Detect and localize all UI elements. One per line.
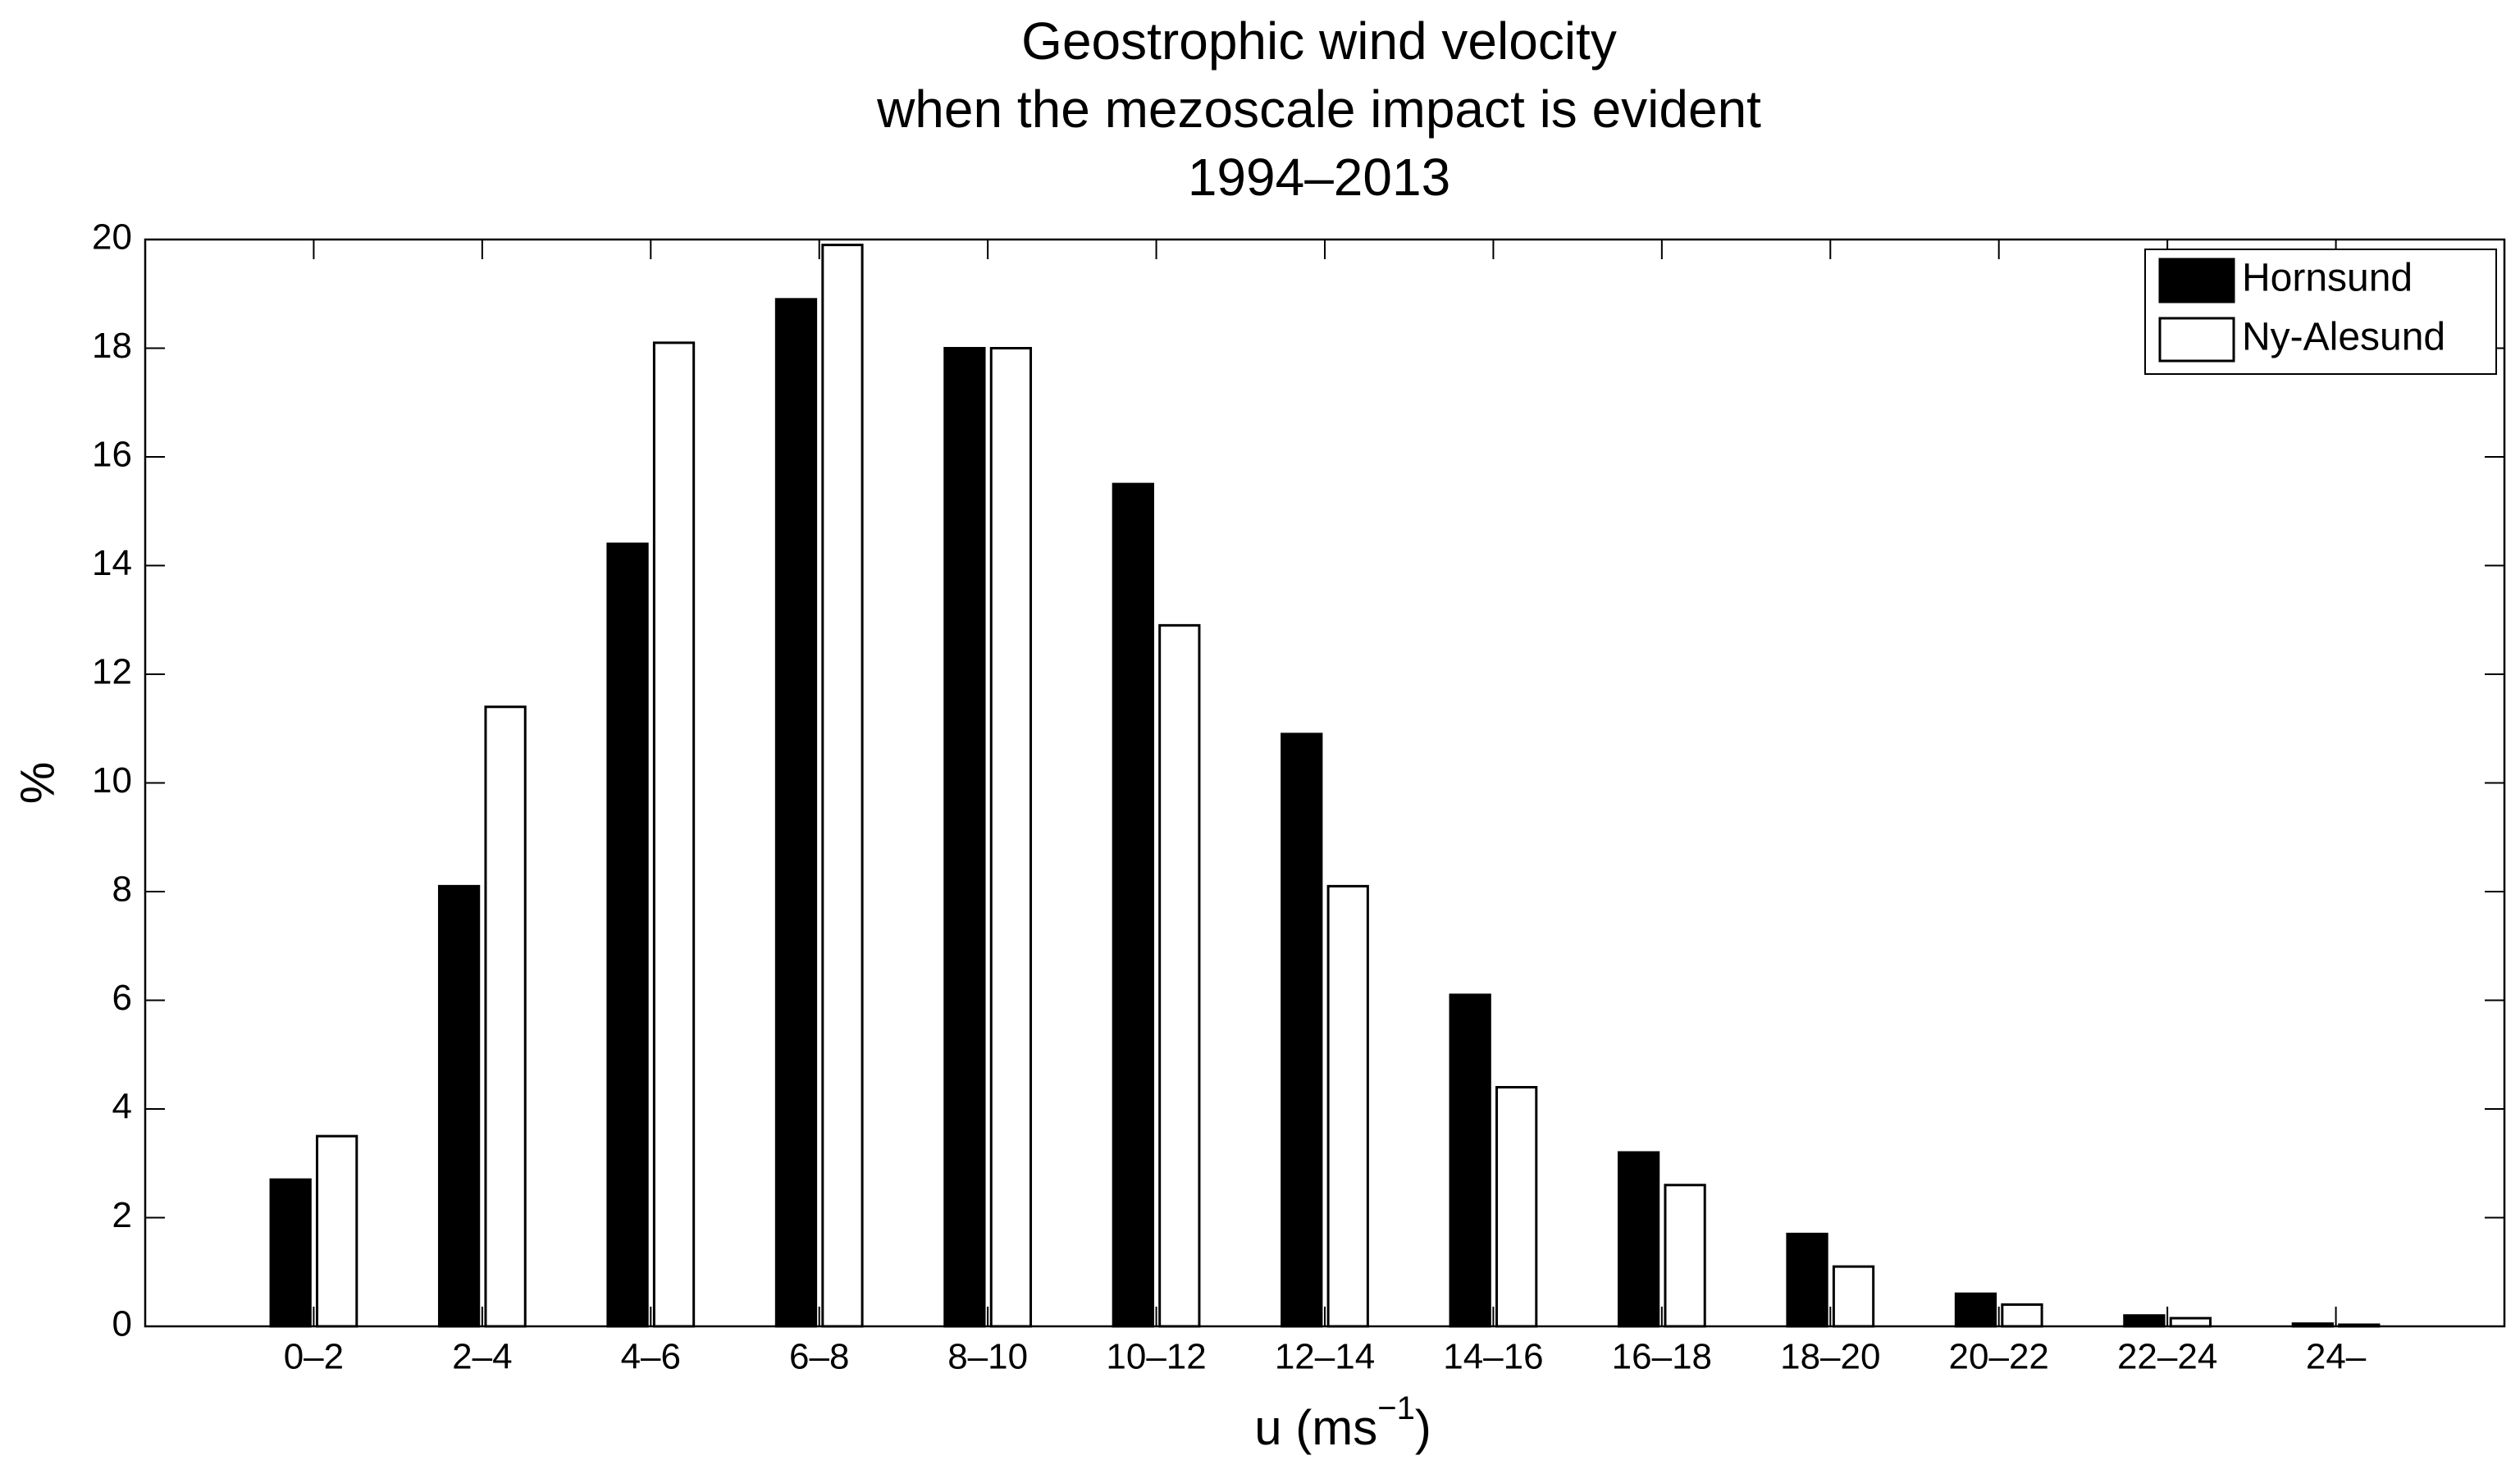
bar	[1786, 1232, 1828, 1328]
bar	[2169, 1316, 2212, 1328]
legend-label: Hornsund	[2242, 257, 2413, 300]
bar	[1112, 482, 1154, 1328]
bar	[606, 542, 649, 1328]
chart-title: Geostrophic wind velocity	[1021, 11, 1617, 71]
x-tick-label: 8–10	[947, 1337, 1028, 1377]
y-tick-label: 8	[112, 869, 132, 910]
x-tick-label: 4–6	[621, 1337, 681, 1377]
x-tick-label: 20–22	[1949, 1337, 2049, 1377]
legend-swatch	[2158, 258, 2235, 303]
bar	[316, 1134, 358, 1328]
x-axis-label-part: )	[1415, 1400, 1431, 1455]
bar	[989, 347, 1033, 1328]
x-tick-label: 0–2	[284, 1337, 344, 1377]
y-tick-label: 0	[112, 1304, 132, 1344]
y-axis-label: %	[11, 762, 64, 805]
y-tick-label: 14	[92, 543, 132, 583]
y-tick-label: 18	[92, 326, 132, 366]
chart-title: when the mezoscale impact is evident	[876, 80, 1761, 139]
bar	[1954, 1292, 1997, 1328]
bar	[2123, 1314, 2166, 1328]
bar	[943, 347, 986, 1328]
bar	[1495, 1086, 1538, 1328]
x-axis-label: u (ms−1)	[1254, 1390, 1431, 1455]
plot-frame	[144, 238, 2506, 1328]
y-tick-label: 12	[92, 652, 132, 692]
chart-title: 1994–2013	[1188, 148, 1450, 207]
y-tick-label: 16	[92, 435, 132, 475]
bar	[1664, 1184, 1706, 1328]
bar	[2001, 1303, 2043, 1328]
bar	[1281, 732, 1323, 1328]
x-tick-label: 12–14	[1275, 1337, 1375, 1377]
bar	[774, 298, 818, 1328]
x-tick-label: 16–18	[1612, 1337, 1712, 1377]
bar	[1617, 1151, 1660, 1328]
x-tick-label: 18–20	[1780, 1337, 1880, 1377]
legend-swatch	[2158, 317, 2235, 363]
bar	[437, 884, 481, 1328]
x-tick-label: 2–4	[452, 1337, 512, 1377]
legend-label: Ny-Alesund	[2242, 316, 2445, 359]
x-tick-label: 24–	[2306, 1337, 2367, 1377]
bar	[821, 244, 864, 1328]
bar	[1832, 1265, 1875, 1328]
y-tick-label: 10	[92, 760, 132, 801]
y-tick-label: 2	[112, 1195, 132, 1235]
bar	[484, 705, 527, 1328]
y-tick-label: 4	[112, 1087, 132, 1127]
bar	[1326, 884, 1369, 1328]
x-tick-label: 22–24	[2117, 1337, 2217, 1377]
x-axis-label-part: −1	[1377, 1390, 1415, 1426]
y-tick-label: 6	[112, 978, 132, 1018]
y-tick-label: 20	[92, 217, 132, 258]
bar	[652, 341, 696, 1328]
bar	[269, 1178, 312, 1328]
x-tick-label: 6–8	[789, 1337, 849, 1377]
bar	[1158, 623, 1201, 1328]
x-tick-label: 10–12	[1106, 1337, 1206, 1377]
x-tick-label: 14–16	[1443, 1337, 1543, 1377]
x-axis-label-part: u (ms	[1254, 1400, 1377, 1455]
bar	[1449, 993, 1491, 1328]
